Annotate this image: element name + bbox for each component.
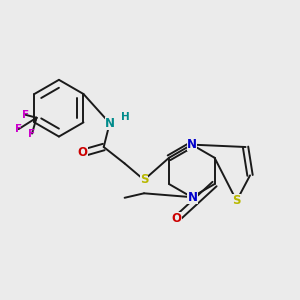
Text: H: H — [121, 112, 130, 122]
Text: N: N — [187, 191, 197, 204]
Text: N: N — [105, 117, 115, 130]
Text: N: N — [188, 191, 198, 204]
Text: N: N — [187, 138, 197, 151]
Text: S: S — [232, 194, 241, 207]
Text: F: F — [28, 129, 36, 139]
Text: O: O — [172, 212, 182, 225]
Text: F: F — [22, 110, 29, 120]
Text: O: O — [78, 146, 88, 160]
Text: S: S — [140, 173, 148, 186]
Text: F: F — [15, 124, 22, 134]
Text: N: N — [187, 138, 197, 151]
